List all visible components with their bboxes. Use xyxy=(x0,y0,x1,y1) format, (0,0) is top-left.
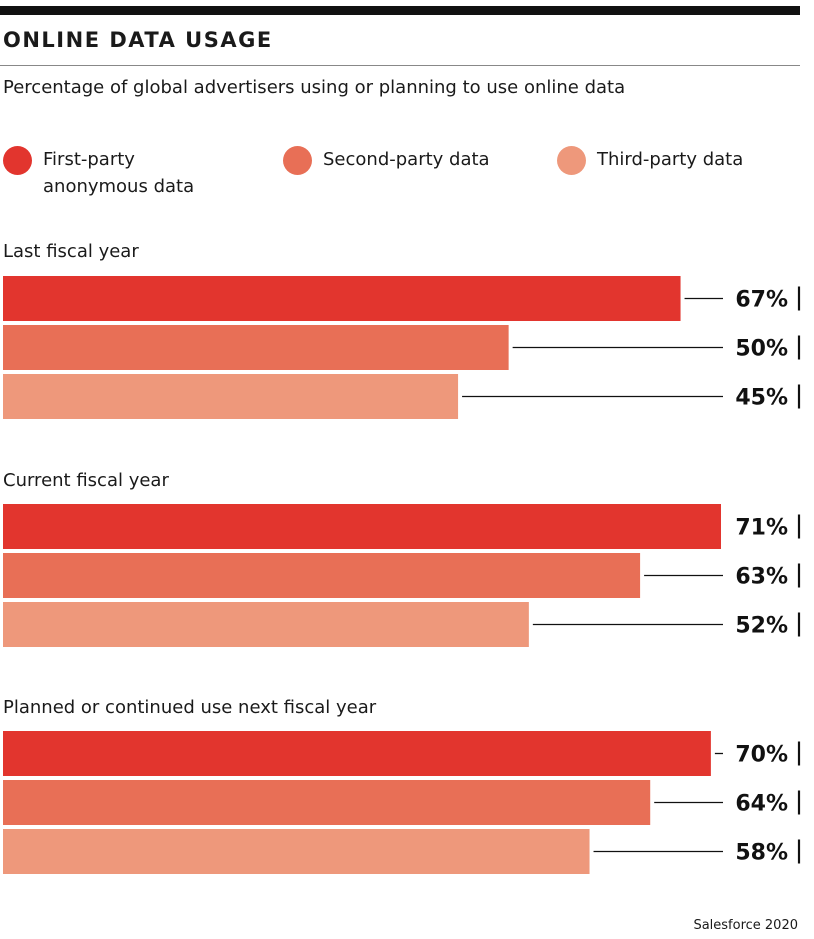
legend-label-first-party: First-party anonymous data xyxy=(43,146,194,200)
bar-second-party-0 xyxy=(3,325,509,370)
legend-item-third-party: Third-party data xyxy=(557,146,743,175)
group-label-last-fiscal-year: Last fiscal year xyxy=(3,241,139,262)
bar-second-party-2 xyxy=(3,780,651,825)
value-label-third-party-2: 58% xyxy=(735,841,788,866)
bar-third-party-2 xyxy=(3,829,590,874)
bar-first-party-1 xyxy=(3,504,721,549)
bar-third-party-1 xyxy=(3,602,529,647)
value-label-first-party-2: 70% xyxy=(735,743,788,768)
value-label-first-party-1: 71% xyxy=(735,516,788,541)
bar-third-party-0 xyxy=(3,374,459,419)
bar-first-party-2 xyxy=(3,731,711,776)
bar-first-party-0 xyxy=(3,276,681,321)
group-label-current-fiscal-year: Current fiscal year xyxy=(3,470,169,491)
value-label-third-party-0: 45% xyxy=(735,386,788,411)
value-label-third-party-1: 52% xyxy=(735,614,788,639)
bar-second-party-1 xyxy=(3,553,641,598)
value-label-second-party-2: 64% xyxy=(735,792,788,817)
legend-item-first-party: First-party anonymous data xyxy=(3,146,194,200)
chart-title: ONLINE DATA USAGE xyxy=(3,28,273,52)
legend-item-second-party: Second-party data xyxy=(283,146,490,175)
value-label-second-party-1: 63% xyxy=(735,565,788,590)
value-label-first-party-0: 67% xyxy=(735,288,788,313)
chart-subtitle: Percentage of global advertisers using o… xyxy=(3,77,626,98)
legend-label-line-2: anonymous data xyxy=(43,176,195,197)
group-label-next-fiscal-year: Planned or continued use next fiscal yea… xyxy=(3,697,377,718)
legend-swatch-first-party xyxy=(3,146,32,175)
legend-label-second-party: Second-party data xyxy=(323,149,490,170)
legend-swatch-third-party xyxy=(557,146,586,175)
source-credit: Salesforce 2020 xyxy=(693,918,798,933)
title-divider xyxy=(0,65,800,66)
top-rule xyxy=(0,6,800,15)
legend-swatch-second-party xyxy=(283,146,312,175)
legend-label-third-party: Third-party data xyxy=(597,149,744,170)
value-label-second-party-0: 50% xyxy=(735,337,788,362)
legend-label-line-1: First-party xyxy=(43,149,135,170)
